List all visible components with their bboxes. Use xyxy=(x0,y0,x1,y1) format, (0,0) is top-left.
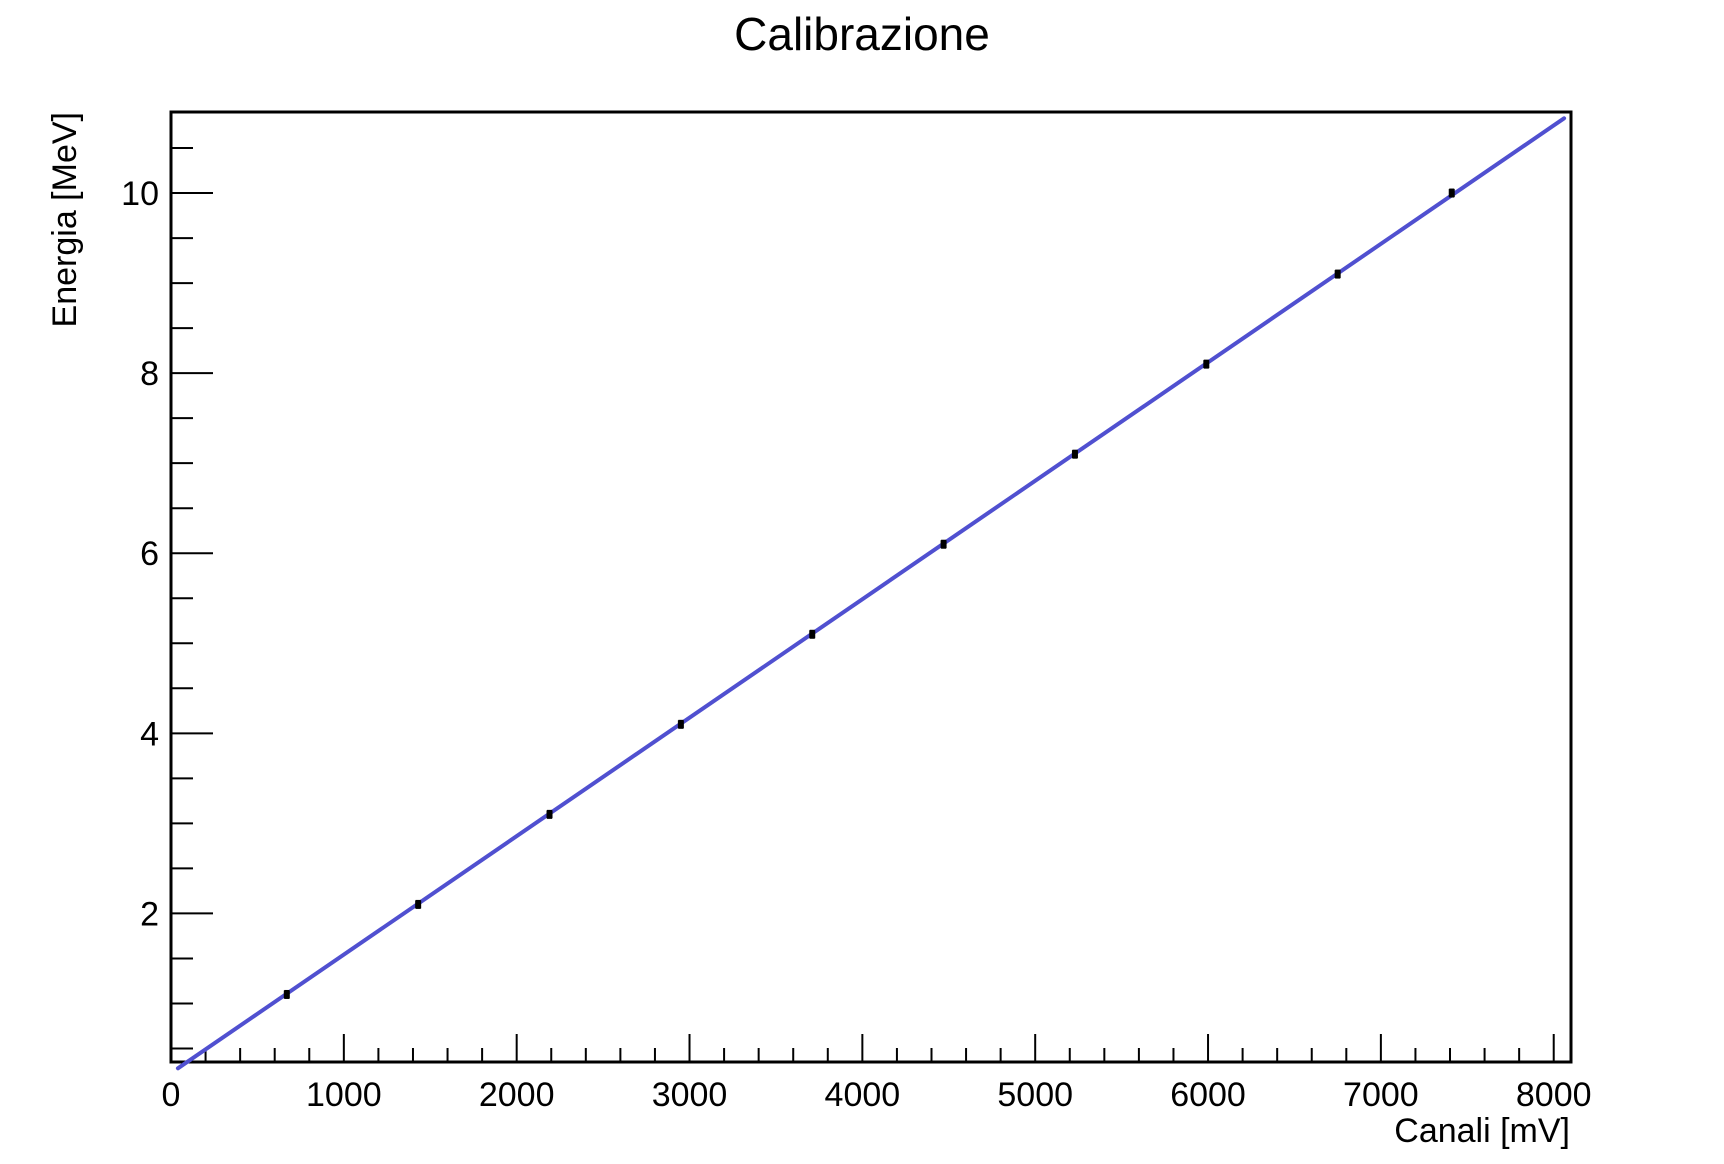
data-point xyxy=(809,630,816,639)
data-point xyxy=(940,540,947,549)
data-point xyxy=(415,900,422,909)
x-tick-label: 4000 xyxy=(825,1076,901,1114)
data-point xyxy=(283,990,290,999)
y-tick-label: 10 xyxy=(121,175,159,213)
fit-line xyxy=(175,116,1567,1071)
plot-frame xyxy=(169,110,1573,1064)
fit-line-layer xyxy=(175,116,1567,1071)
x-tick-label: 8000 xyxy=(1516,1076,1592,1114)
data-point xyxy=(1448,189,1455,198)
x-tick-label: 5000 xyxy=(997,1076,1073,1114)
x-tick-label: 1000 xyxy=(306,1076,382,1114)
data-point xyxy=(1071,450,1078,459)
x-tick-label: 6000 xyxy=(1170,1076,1246,1114)
data-point xyxy=(546,810,553,819)
chart-title: Calibrazione xyxy=(734,8,990,60)
data-points-layer xyxy=(283,188,1455,999)
y-tick-label: 8 xyxy=(140,355,159,393)
y-axis-label: Energia [MeV] xyxy=(46,112,84,327)
x-tick-label: 7000 xyxy=(1343,1076,1419,1114)
axis-tick-labels: 0 1000 2000 3000 4000 5000 6000 7000 8000 2 4 6 8 10 xyxy=(121,175,1591,1114)
x-tick-label: 0 xyxy=(162,1076,181,1114)
data-point xyxy=(1334,270,1341,279)
y-tick-label: 4 xyxy=(140,715,159,753)
x-axis-label: Canali [mV] xyxy=(1394,1112,1570,1150)
x-tick-label: 3000 xyxy=(652,1076,728,1114)
data-point xyxy=(1203,360,1210,369)
y-tick-label: 6 xyxy=(140,535,159,573)
plot-area xyxy=(169,110,1573,1064)
data-point xyxy=(677,720,684,729)
axis-ticks xyxy=(170,147,1555,1062)
y-tick-label: 2 xyxy=(140,895,159,933)
x-tick-label: 2000 xyxy=(479,1076,555,1114)
